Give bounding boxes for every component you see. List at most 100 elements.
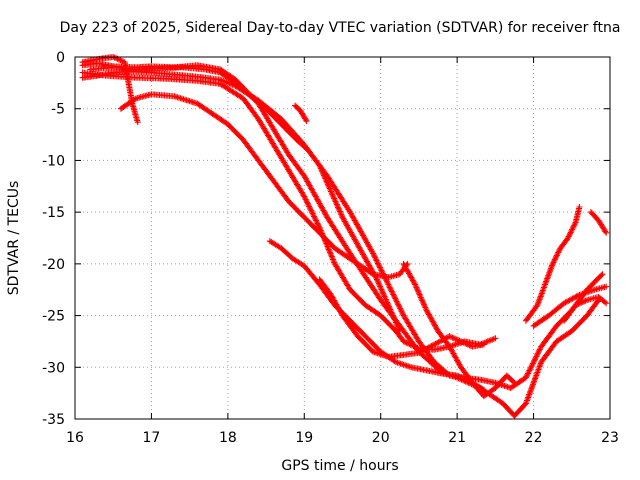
data-point: [479, 386, 486, 393]
data-point: [308, 207, 315, 214]
y-tick-labels: 0 -5 -10 -15 -20 -25 -30 -35: [42, 50, 65, 428]
data-point: [421, 303, 428, 310]
data-point: [389, 312, 396, 319]
data-point: [533, 353, 540, 360]
data-point: [414, 287, 421, 294]
data-point: [375, 261, 382, 268]
data-point: [454, 372, 461, 379]
data-point: [377, 283, 384, 290]
data-point: [390, 291, 397, 298]
data-point: [316, 162, 323, 169]
data-point: [388, 288, 395, 295]
data-point: [410, 343, 417, 349]
data-point: [511, 379, 518, 386]
data-point: [411, 343, 418, 350]
data-point: [374, 277, 381, 284]
data-point: [603, 229, 610, 236]
data-point: [542, 281, 548, 288]
data-point: [304, 199, 311, 206]
data-point: [134, 119, 141, 126]
data-point: [406, 341, 413, 348]
data-point: [376, 263, 383, 270]
data-point: [458, 338, 464, 345]
data-point: [370, 251, 377, 258]
data-point: [304, 146, 310, 153]
data-point: [466, 342, 473, 349]
data-point: [450, 335, 457, 342]
data-point: [528, 363, 535, 370]
y-tick-label: -10: [42, 153, 65, 169]
data-point: [302, 195, 308, 201]
data-point: [321, 172, 327, 179]
data-point: [449, 334, 456, 341]
data-point: [374, 259, 381, 265]
data-point: [373, 275, 380, 281]
data-point: [387, 308, 394, 314]
data-point: [379, 289, 386, 296]
data-point: [310, 212, 317, 218]
data-point: [419, 298, 426, 305]
y-axis-label: SDTVAR / TECUs: [6, 181, 22, 296]
data-point: [553, 252, 560, 259]
data-point: [529, 360, 536, 367]
series-track-m: [530, 283, 610, 329]
data-point: [527, 366, 534, 373]
y-tick-label: -30: [42, 360, 65, 376]
x-tick-label: 18: [219, 430, 237, 446]
data-point: [396, 304, 403, 311]
axis-ticks: [74, 56, 611, 420]
data-point: [524, 371, 531, 378]
data-point: [456, 373, 463, 380]
data-point: [395, 302, 402, 309]
data-point: [388, 309, 395, 316]
data-point: [304, 200, 311, 207]
data-point: [461, 375, 468, 382]
series-track-l: [522, 204, 583, 324]
y-tick-label: -20: [42, 257, 65, 273]
grid: [75, 57, 610, 419]
data-point: [377, 285, 384, 291]
data-point: [303, 118, 310, 125]
data-point: [319, 169, 326, 176]
data-point: [378, 267, 385, 274]
data-point: [391, 358, 398, 365]
data-point: [534, 352, 540, 359]
chart-title: Day 223 of 2025, Sidereal Day-to-day VTE…: [60, 20, 621, 36]
data-point: [118, 57, 125, 64]
data-point: [407, 341, 414, 348]
data-point: [575, 300, 582, 307]
data-point: [315, 221, 322, 228]
data-point: [306, 203, 313, 210]
data-point: [337, 210, 344, 216]
data-point: [459, 339, 466, 346]
data-point: [330, 258, 337, 264]
data-point: [602, 228, 609, 235]
series-track-n: [561, 294, 610, 324]
data-point: [480, 387, 487, 393]
data-point: [603, 300, 610, 307]
data-point: [314, 220, 321, 227]
data-point: [302, 116, 309, 123]
data-point: [462, 376, 469, 383]
data-point: [391, 315, 398, 322]
data-point: [569, 225, 576, 232]
data-point: [391, 316, 398, 323]
data-point: [569, 226, 576, 233]
data-point: [572, 302, 579, 309]
data-point: [536, 346, 543, 353]
data-point: [414, 285, 420, 292]
data-point: [387, 285, 394, 292]
data-point: [523, 373, 530, 380]
data-point: [373, 257, 380, 264]
data-point: [581, 298, 588, 305]
data-point: [492, 335, 499, 342]
data-point: [329, 255, 336, 262]
data-point: [532, 354, 539, 361]
data-point: [380, 292, 387, 299]
data-point: [313, 217, 320, 224]
data-point: [480, 341, 487, 348]
data-point: [530, 359, 537, 366]
data-point: [384, 300, 391, 307]
data-point: [317, 165, 324, 172]
